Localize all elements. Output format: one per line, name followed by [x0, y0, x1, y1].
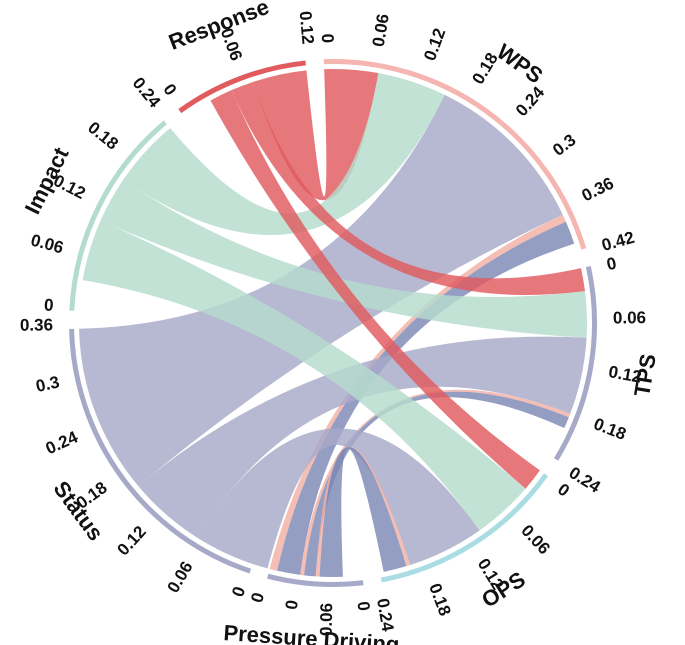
track-wps: [323, 59, 587, 250]
track-status: [69, 328, 252, 574]
track-tps: [553, 266, 597, 461]
tick-label-status: 0.3: [34, 372, 61, 396]
tick-label-wps: 0.36: [579, 174, 617, 206]
sector-label-wps: WPS: [492, 39, 547, 89]
tick-label-wps: 0.42: [600, 228, 637, 255]
ribbon-ops-to-pressure-driving: [319, 447, 407, 578]
tick-label-ops: 0.18: [425, 581, 455, 619]
tick-label-ops: 0.24: [373, 597, 398, 633]
sector-label-pressure-driving: Pressure Driving: [223, 620, 400, 645]
tick-label-impact: 0.06: [29, 230, 66, 257]
track-impact: [69, 120, 167, 311]
tick-labels-layer: 0 0.06 0.120.180.240.30.360.4200.060.120.1…: [20, 10, 646, 636]
tick-label-status: 0: [228, 584, 249, 599]
tick-label-status: 0.12: [114, 522, 150, 559]
tick-label-status: 0.24: [43, 427, 81, 458]
track-pressure-driving: [267, 573, 364, 587]
ribbon-wps-to-impact: [123, 73, 445, 236]
ribbon-tps-to-response: [231, 81, 585, 296]
ribbon-tps-to-impact: [100, 179, 588, 338]
tick-label-ops: 0.06: [517, 521, 553, 558]
sector-label-response: Response: [165, 0, 272, 55]
tick-label-wps: 0.24: [512, 82, 549, 120]
ribbon-ops-to-response: [210, 90, 540, 489]
tick-label-response: 0.12: [296, 10, 318, 45]
tick-label-pressure-driving: 0: [282, 599, 302, 611]
tick-label-status: 0.06: [163, 558, 196, 596]
ribbon-tps-to-pressure-driving: [304, 391, 569, 577]
tick-label-tps: 0: [605, 254, 618, 275]
ribbon-ops-to-impact: [82, 220, 526, 531]
tick-label-wps: 0: [318, 33, 337, 43]
sector-label-tps: TPS: [629, 352, 661, 398]
ribbon-ops-to-pressure-driving: [315, 446, 411, 577]
tick-label-impact: 0.24: [129, 74, 165, 112]
ribbon-ops-to-status: [196, 428, 480, 569]
tick-label-impact: 0.18: [84, 118, 122, 154]
tick-label-tps: 0.18: [591, 414, 629, 444]
tick-label-pressure-driving: 0: [354, 600, 374, 611]
tick-label-wps: 0.3: [549, 130, 579, 159]
tick-label-wps: 0.12: [420, 26, 449, 64]
track-ops: [380, 473, 549, 583]
tick-label-impact: 0: [44, 295, 55, 315]
tick-label-ops: 0: [554, 480, 573, 501]
ribbon-tps-to-status: [138, 336, 587, 538]
tick-label-status: 0.36: [20, 315, 53, 334]
tick-label-pressure-driving: 0: [247, 591, 268, 605]
ribbons-layer: [79, 68, 588, 578]
tracks-layer: [69, 59, 597, 587]
tick-label-tps: 0.24: [566, 463, 605, 497]
ribbon-wps-to-response: [253, 68, 379, 201]
tick-label-tps: 0.06: [613, 308, 646, 327]
tick-label-pressure-driving: 0.06: [317, 603, 337, 636]
track-response: [178, 60, 306, 114]
tick-label-wps: 0.06: [369, 12, 393, 48]
